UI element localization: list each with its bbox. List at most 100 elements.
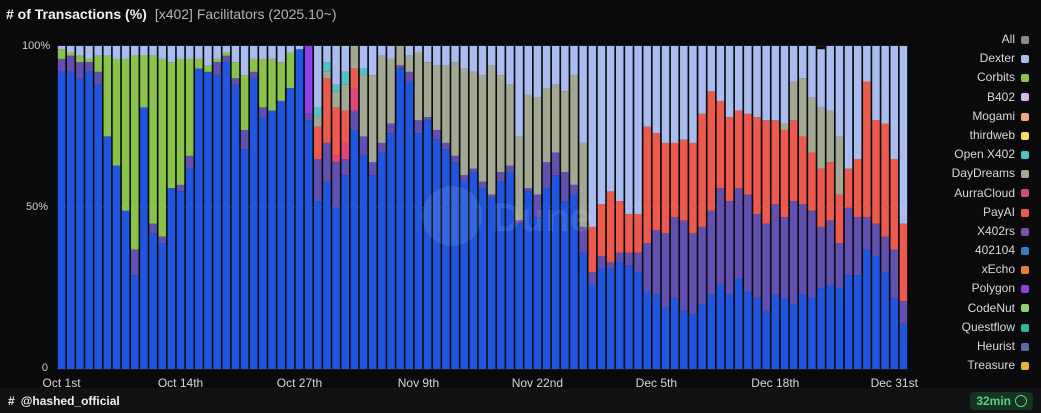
bar-segment-x402rs[interactable]	[533, 194, 542, 218]
bar-segment-dexter[interactable]	[341, 46, 349, 72]
bar-segment-open-x402[interactable]	[314, 107, 322, 118]
bar-segment-corbits[interactable]	[249, 58, 258, 72]
bar-segment-dexter[interactable]	[744, 46, 752, 114]
bar-segment-corbits[interactable]	[204, 65, 212, 72]
bar-segment-payai[interactable]	[853, 159, 862, 218]
bar-segment-x402rs[interactable]	[826, 220, 834, 286]
bar-segment-heurist[interactable]	[497, 181, 505, 369]
bar-segment-dexter[interactable]	[94, 46, 102, 56]
bar-segment-heurist[interactable]	[433, 139, 441, 369]
bar-segment-payai[interactable]	[707, 91, 716, 211]
bar-segment-corbits[interactable]	[94, 55, 102, 72]
bar-segment-heurist[interactable]	[414, 133, 423, 369]
bar-segment-payai[interactable]	[625, 213, 633, 253]
bar-segment-dexter[interactable]	[652, 46, 661, 134]
bar-segment-heurist[interactable]	[844, 275, 853, 369]
bar-segment-heurist[interactable]	[112, 165, 121, 369]
bar-segment-heurist[interactable]	[689, 314, 697, 369]
bar-segment-payai[interactable]	[661, 142, 670, 234]
bar-segment-payai[interactable]	[808, 152, 816, 211]
bar-segment-x402rs[interactable]	[606, 262, 615, 269]
bar-segment-open-x402[interactable]	[323, 62, 331, 72]
bar-segment-dexter[interactable]	[240, 46, 249, 76]
bar-segment-corbits[interactable]	[259, 58, 267, 108]
bar-segment-daydreams[interactable]	[524, 94, 533, 189]
bar-segment-dexter[interactable]	[66, 46, 75, 53]
bar-segment-x402rs[interactable]	[176, 184, 185, 192]
bar-segment-payai[interactable]	[762, 120, 770, 224]
bar-segment-dexter[interactable]	[167, 46, 176, 63]
bar-segment-heurist[interactable]	[533, 217, 542, 369]
bar-segment-x402rs[interactable]	[66, 55, 75, 72]
bar-segment-payai[interactable]	[789, 120, 798, 202]
bar-segment-payai[interactable]	[734, 110, 743, 189]
bar-segment-heurist[interactable]	[872, 255, 880, 369]
bar-segment-payai[interactable]	[780, 129, 789, 218]
bar-segment-daydreams[interactable]	[442, 65, 450, 143]
bar-segment-dexter[interactable]	[899, 46, 908, 224]
legend-item[interactable]: Questflow	[952, 318, 1029, 337]
bar-segment-heurist[interactable]	[780, 297, 789, 369]
bar-segment-x402rs[interactable]	[890, 249, 899, 298]
bar-segment-daydreams[interactable]	[396, 46, 404, 66]
bar-segment-dexter[interactable]	[433, 46, 441, 66]
bar-segment-dexter[interactable]	[725, 46, 734, 118]
bar-segment-payai[interactable]	[332, 107, 340, 156]
bar-segment-payai[interactable]	[350, 68, 359, 88]
bar-segment-x402rs[interactable]	[762, 223, 770, 311]
bar-segment-payai[interactable]	[341, 110, 349, 143]
bar-segment-payai[interactable]	[899, 223, 908, 302]
bar-segment-heurist[interactable]	[817, 288, 825, 369]
bar-segment-heurist[interactable]	[478, 188, 487, 369]
bar-segment-x402rs[interactable]	[551, 152, 560, 176]
bar-segment-heurist[interactable]	[561, 201, 569, 369]
bar-segment-x402rs[interactable]	[680, 220, 688, 311]
bar-segment-dexter[interactable]	[835, 46, 844, 137]
bar-segment-dexter[interactable]	[131, 46, 139, 56]
bar-segment-corbits[interactable]	[85, 58, 93, 63]
refresh-timer[interactable]: 32min	[970, 392, 1033, 410]
bar-segment-heurist[interactable]	[387, 133, 395, 369]
bar-segment-heurist[interactable]	[149, 233, 157, 369]
bar-segment-dexter[interactable]	[176, 46, 185, 59]
bar-segment-heurist[interactable]	[551, 175, 560, 369]
bar-segment-daydreams[interactable]	[817, 107, 825, 169]
bar-segment-dexter[interactable]	[863, 46, 871, 82]
bar-segment-heurist[interactable]	[808, 297, 816, 369]
bar-segment-daydreams[interactable]	[799, 78, 807, 137]
bar-segment-payai[interactable]	[835, 194, 844, 244]
bar-segment-daydreams[interactable]	[542, 87, 551, 163]
bar-segment-dexter[interactable]	[378, 46, 386, 56]
bar-segment-dexter[interactable]	[707, 46, 716, 92]
bar-segment-dexter[interactable]	[716, 46, 725, 101]
bar-segment-daydreams[interactable]	[561, 91, 569, 172]
bar-segment-heurist[interactable]	[652, 294, 661, 369]
bar-segment-dexter[interactable]	[616, 46, 624, 202]
bar-segment-daydreams[interactable]	[835, 136, 844, 195]
bar-segment-dexter[interactable]	[881, 46, 889, 124]
author-handle[interactable]: # @hashed_official	[8, 394, 120, 408]
legend-item[interactable]: Heurist	[952, 337, 1029, 356]
bar-segment-x402rs[interactable]	[387, 123, 395, 134]
bar-segment-heurist[interactable]	[359, 155, 368, 369]
bar-segment-heurist[interactable]	[643, 291, 651, 369]
bar-segment-heurist[interactable]	[76, 78, 84, 370]
bar-segment-dexter[interactable]	[469, 46, 478, 72]
bar-segment-heurist[interactable]	[341, 175, 349, 369]
bar-segment-dexter[interactable]	[734, 46, 743, 111]
bar-segment-heurist[interactable]	[94, 84, 102, 369]
bar-segment-x402rs[interactable]	[771, 204, 780, 295]
bar-segment-x402rs[interactable]	[625, 252, 633, 266]
bar-segment-x402rs[interactable]	[314, 159, 322, 202]
bar-segment-dexter[interactable]	[121, 46, 130, 59]
bar-segment-payai[interactable]	[881, 123, 889, 237]
bar-segment-payai[interactable]	[314, 126, 322, 160]
bar-segment-heurist[interactable]	[469, 171, 478, 369]
bar-segment-x402rs[interactable]	[872, 223, 880, 256]
bar-segment-dexter[interactable]	[506, 46, 514, 85]
bar-segment-dexter[interactable]	[579, 46, 587, 143]
bar-segment-x402rs[interactable]	[460, 175, 468, 182]
bar-segment-open-x402[interactable]	[332, 84, 340, 92]
bar-segment-dexter[interactable]	[85, 46, 93, 59]
bar-segment-x402rs[interactable]	[451, 155, 459, 163]
